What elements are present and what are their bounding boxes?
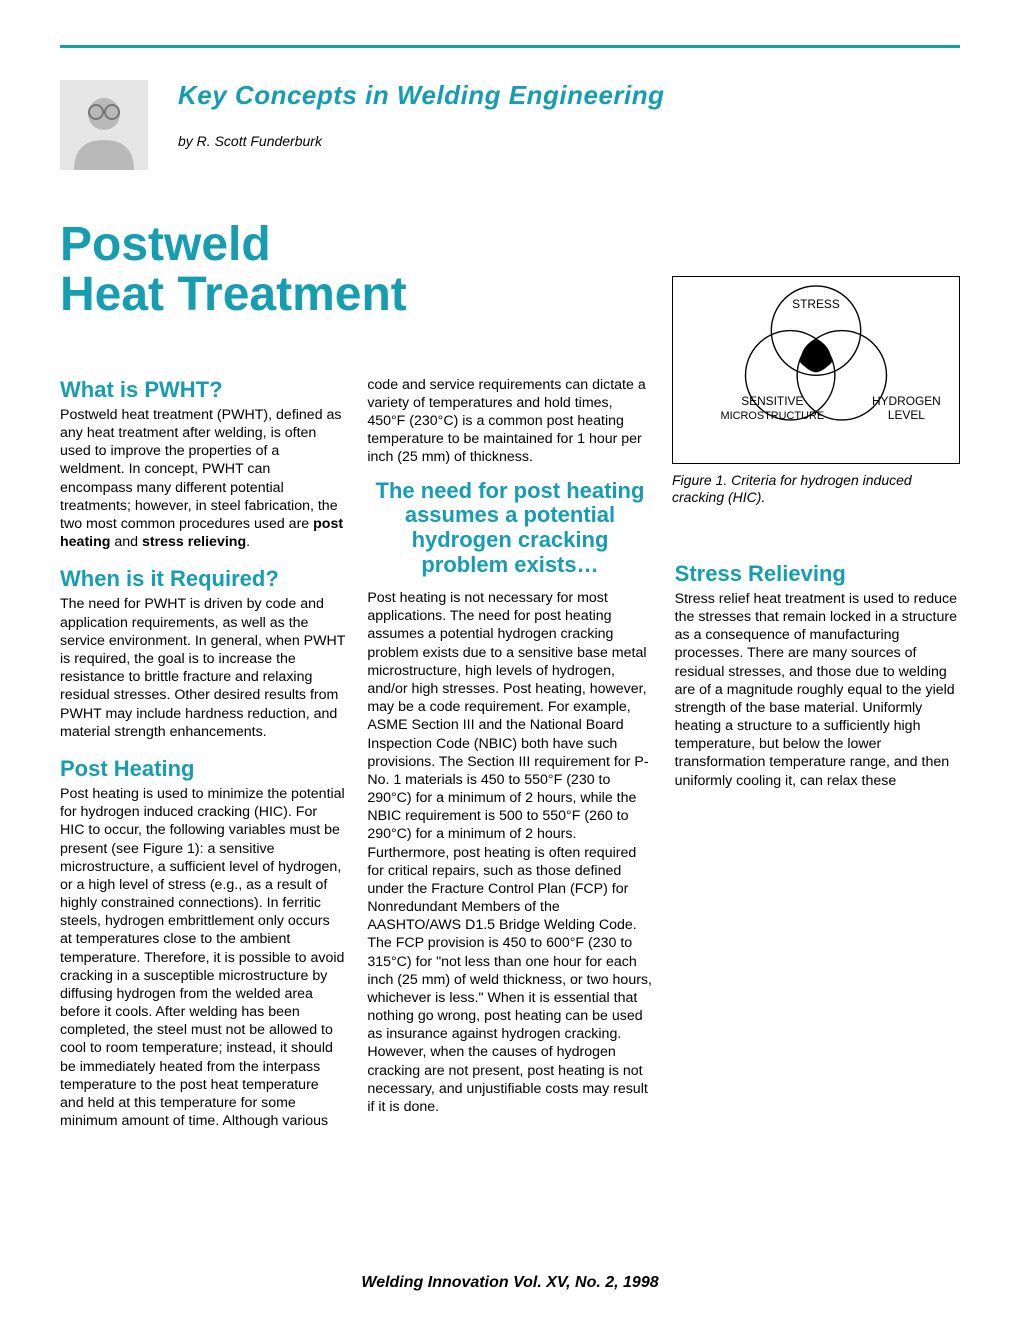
article-title-line2: Heat Treatment	[60, 268, 407, 321]
venn-diagram-icon: STRESS SENSITIVE MICROSTRUCTURE HYDROGEN…	[673, 276, 959, 463]
para-s4: Stress relief heat treatment is used to …	[675, 590, 960, 790]
heading-stress-relieving: Stress Relieving	[675, 560, 960, 588]
heading-when-required: When is it Required?	[60, 565, 345, 593]
venn-label-right1: HYDROGEN	[872, 395, 941, 409]
venn-label-left2: MICROSTRUCTURE	[721, 410, 825, 422]
para-s1: Postweld heat treatment (PWHT), defined …	[60, 406, 345, 551]
text-run: and	[110, 534, 142, 550]
text-bold: stress relieving	[142, 534, 246, 550]
para-s3-2: Post heating is not necessary for most a…	[367, 589, 652, 1116]
article-title-line1: Postweld	[60, 218, 271, 271]
author-portrait	[60, 80, 148, 170]
content-area: STRESS SENSITIVE MICROSTRUCTURE HYDROGEN…	[60, 376, 960, 1130]
para-s2: The need for PWHT is driven by code and …	[60, 595, 345, 740]
portrait-placeholder-icon	[60, 80, 148, 170]
venn-label-left1: SENSITIVE	[741, 395, 803, 409]
venn-label-right2: LEVEL	[888, 408, 925, 422]
text-run: .	[246, 534, 250, 550]
figure-1: STRESS SENSITIVE MICROSTRUCTURE HYDROGEN…	[672, 276, 960, 507]
text-run: Postweld heat treatment (PWHT), defined …	[60, 407, 342, 532]
header: Key Concepts in Welding Engineering by R…	[60, 80, 960, 170]
heading-what-is-pwht: What is PWHT?	[60, 376, 345, 404]
series-title: Key Concepts in Welding Engineering	[178, 80, 665, 111]
venn-label-top: STRESS	[792, 297, 840, 311]
figure-caption: Figure 1. Criteria for hydrogen induced …	[672, 472, 960, 507]
figure-frame: STRESS SENSITIVE MICROSTRUCTURE HYDROGEN…	[672, 276, 960, 464]
byline: by R. Scott Funderburk	[178, 133, 665, 149]
top-rule	[60, 45, 960, 48]
heading-post-heating: Post Heating	[60, 755, 345, 783]
pull-quote: The need for post heating assumes a pote…	[367, 479, 652, 578]
footer-citation: Welding Innovation Vol. XV, No. 2, 1998	[0, 1274, 1020, 1292]
header-text: Key Concepts in Welding Engineering by R…	[178, 80, 665, 149]
